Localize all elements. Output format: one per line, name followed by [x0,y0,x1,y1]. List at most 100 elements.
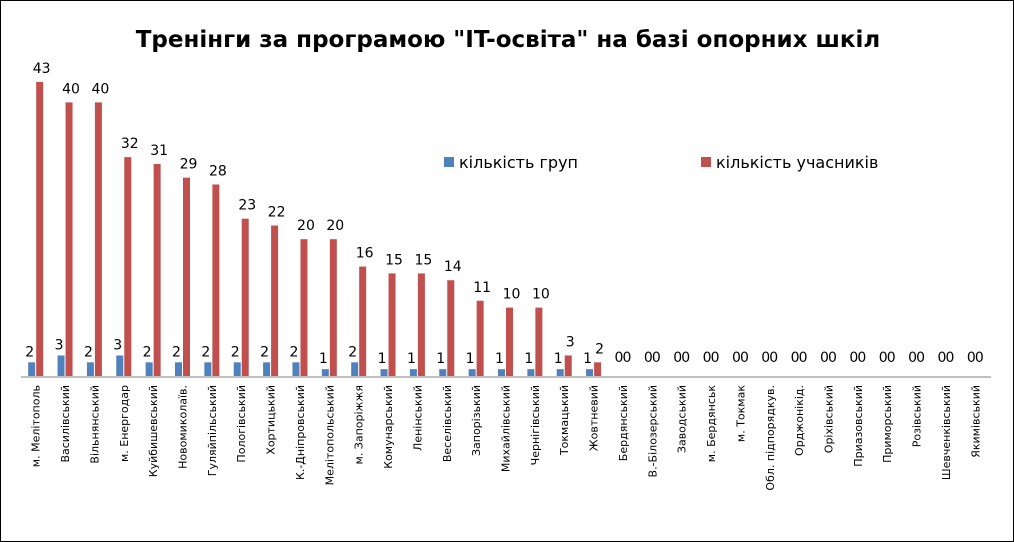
x-tick-label-22: В.-Білозерський [646,385,659,477]
x-tick-label-1: м. Мелітополь [30,385,43,467]
data-label-groups-4: 3 [113,337,122,353]
data-label-participants-23: 0 [681,350,690,366]
bar-groups-13 [380,369,388,376]
data-label-participants-27: 0 [799,350,808,366]
bar-groups-12 [351,362,359,376]
bar-groups-16 [468,369,476,376]
data-label-participants-31: 0 [916,350,925,366]
legend-label-participants: кількість учасників [716,153,878,172]
x-tick-label-17: Михайлівський [500,385,513,472]
bar-participants-18 [535,307,543,376]
x-tick-label-20: Жовтневий [588,385,601,451]
bar-participants-13 [388,273,396,376]
legend-label-groups: кількість груп [459,153,578,172]
chart-title: Тренінги за програмою "IT-освіта" на баз… [136,27,881,53]
bar-participants-11 [329,239,337,376]
data-label-participants-21: 0 [622,350,631,366]
data-label-groups-14: 1 [407,351,416,367]
bar-participants-4 [124,157,132,376]
data-label-participants-25: 0 [740,350,749,366]
data-label-participants-10: 20 [297,218,315,234]
data-label-participants-6: 29 [180,157,198,173]
bar-participants-1 [36,81,44,376]
data-label-participants-9: 22 [268,205,286,221]
bar-groups-2 [57,355,65,376]
x-tick-label-9: Хортицький [265,385,278,455]
x-tick-label-13: Комунарський [382,385,395,469]
data-labels: 2433402403322312292282232222201202161151… [25,61,984,367]
bar-participants-16 [476,300,484,376]
x-tick-label-25: м. Токмак [734,385,747,442]
x-tick-label-8: Пологівський [235,385,248,463]
bar-groups-18 [527,369,535,376]
x-tick-label-16: Запорізький [470,385,483,456]
data-label-participants-3: 40 [91,81,109,97]
bar-participants-2 [65,102,73,377]
data-label-participants-4: 32 [121,136,139,152]
data-label-groups-26: 0 [761,350,770,366]
data-label-groups-16: 1 [466,351,475,367]
data-label-participants-14: 15 [414,252,432,268]
bar-participants-19 [564,355,572,376]
x-tick-label-15: Веселівський [441,385,454,462]
bar-groups-15 [439,369,447,376]
data-label-participants-1: 43 [33,61,51,77]
data-label-participants-2: 40 [62,81,80,97]
data-label-groups-5: 2 [143,344,152,360]
bar-groups-19 [556,369,564,376]
bar-participants-14 [417,273,425,376]
data-label-groups-32: 0 [937,350,946,366]
data-label-participants-5: 31 [150,143,168,159]
data-label-groups-8: 2 [231,344,240,360]
bar-participants-3 [94,102,102,377]
x-tick-label-21: Бердянський [617,385,630,461]
bar-participants-17 [506,307,513,376]
data-label-groups-17: 1 [495,351,504,367]
bars [28,81,602,377]
bar-groups-17 [498,369,505,376]
data-label-groups-15: 1 [436,351,445,367]
x-tick-label-26: Обл. підпорядкув. [764,385,777,491]
bar-groups-3 [86,362,94,376]
bar-groups-11 [321,369,329,376]
x-tick-label-29: Приазовський [852,385,865,467]
x-tick-label-6: Новомиколаїв. [177,385,190,469]
x-tick-label-12: м. Запоріжжя [353,385,366,464]
data-label-participants-28: 0 [828,350,837,366]
x-tick-label-24: м. Бердянськ [705,385,718,463]
data-label-groups-24: 0 [703,350,712,366]
data-label-groups-25: 0 [732,350,741,366]
data-label-participants-30: 0 [887,350,896,366]
bar-participants-12 [359,266,367,376]
x-tick-label-28: Оріхівський [823,385,836,453]
data-label-groups-21: 0 [614,350,623,366]
data-label-participants-12: 16 [356,246,374,262]
data-label-groups-7: 2 [201,344,210,360]
x-tick-labels: м. Мелітополь Василівський Вільнянський м. … [30,385,983,491]
data-label-participants-15: 14 [444,259,462,275]
bar-participants-10 [300,239,308,376]
data-label-participants-17: 10 [503,287,521,303]
x-tick-label-2: Василівський [59,385,72,463]
data-label-groups-12: 2 [348,344,357,360]
data-label-groups-18: 1 [524,351,533,367]
legend-swatch-groups [444,157,454,167]
data-label-groups-1: 2 [25,344,34,360]
data-label-participants-20: 2 [595,341,604,357]
x-tick-label-33: Якимівський [969,385,982,458]
bar-groups-9 [263,362,271,376]
data-label-groups-22: 0 [644,350,653,366]
data-label-groups-23: 0 [673,350,682,366]
data-label-groups-19: 1 [554,351,563,367]
data-label-participants-33: 0 [975,350,984,366]
bar-groups-14 [409,369,417,376]
bar-participants-20 [594,362,602,376]
x-tick-label-4: м. Енергодар [118,385,131,462]
x-tick-label-10: К.-Дніпровський [294,385,307,480]
bar-participants-9 [271,225,279,376]
data-label-participants-29: 0 [857,350,866,366]
data-label-groups-28: 0 [820,350,829,366]
x-tick-label-27: Орджонікід. [793,385,806,456]
data-label-participants-24: 0 [711,350,720,366]
